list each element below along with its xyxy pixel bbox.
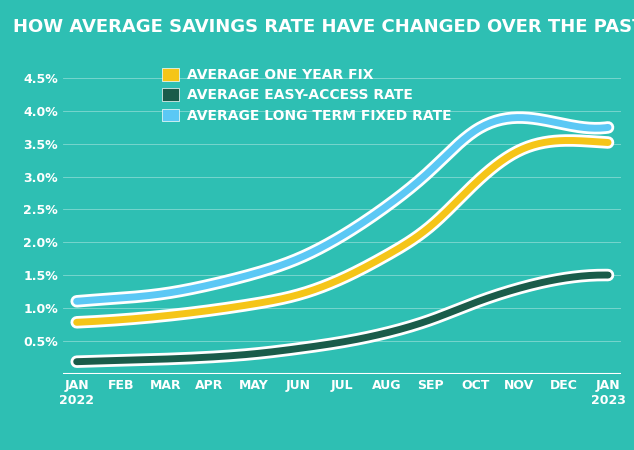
Text: HOW AVERAGE SAVINGS RATE HAVE CHANGED OVER THE PAST YEAR: HOW AVERAGE SAVINGS RATE HAVE CHANGED OV… <box>13 18 634 36</box>
Legend: AVERAGE ONE YEAR FIX, AVERAGE EASY-ACCESS RATE, AVERAGE LONG TERM FIXED RATE: AVERAGE ONE YEAR FIX, AVERAGE EASY-ACCES… <box>160 65 455 126</box>
